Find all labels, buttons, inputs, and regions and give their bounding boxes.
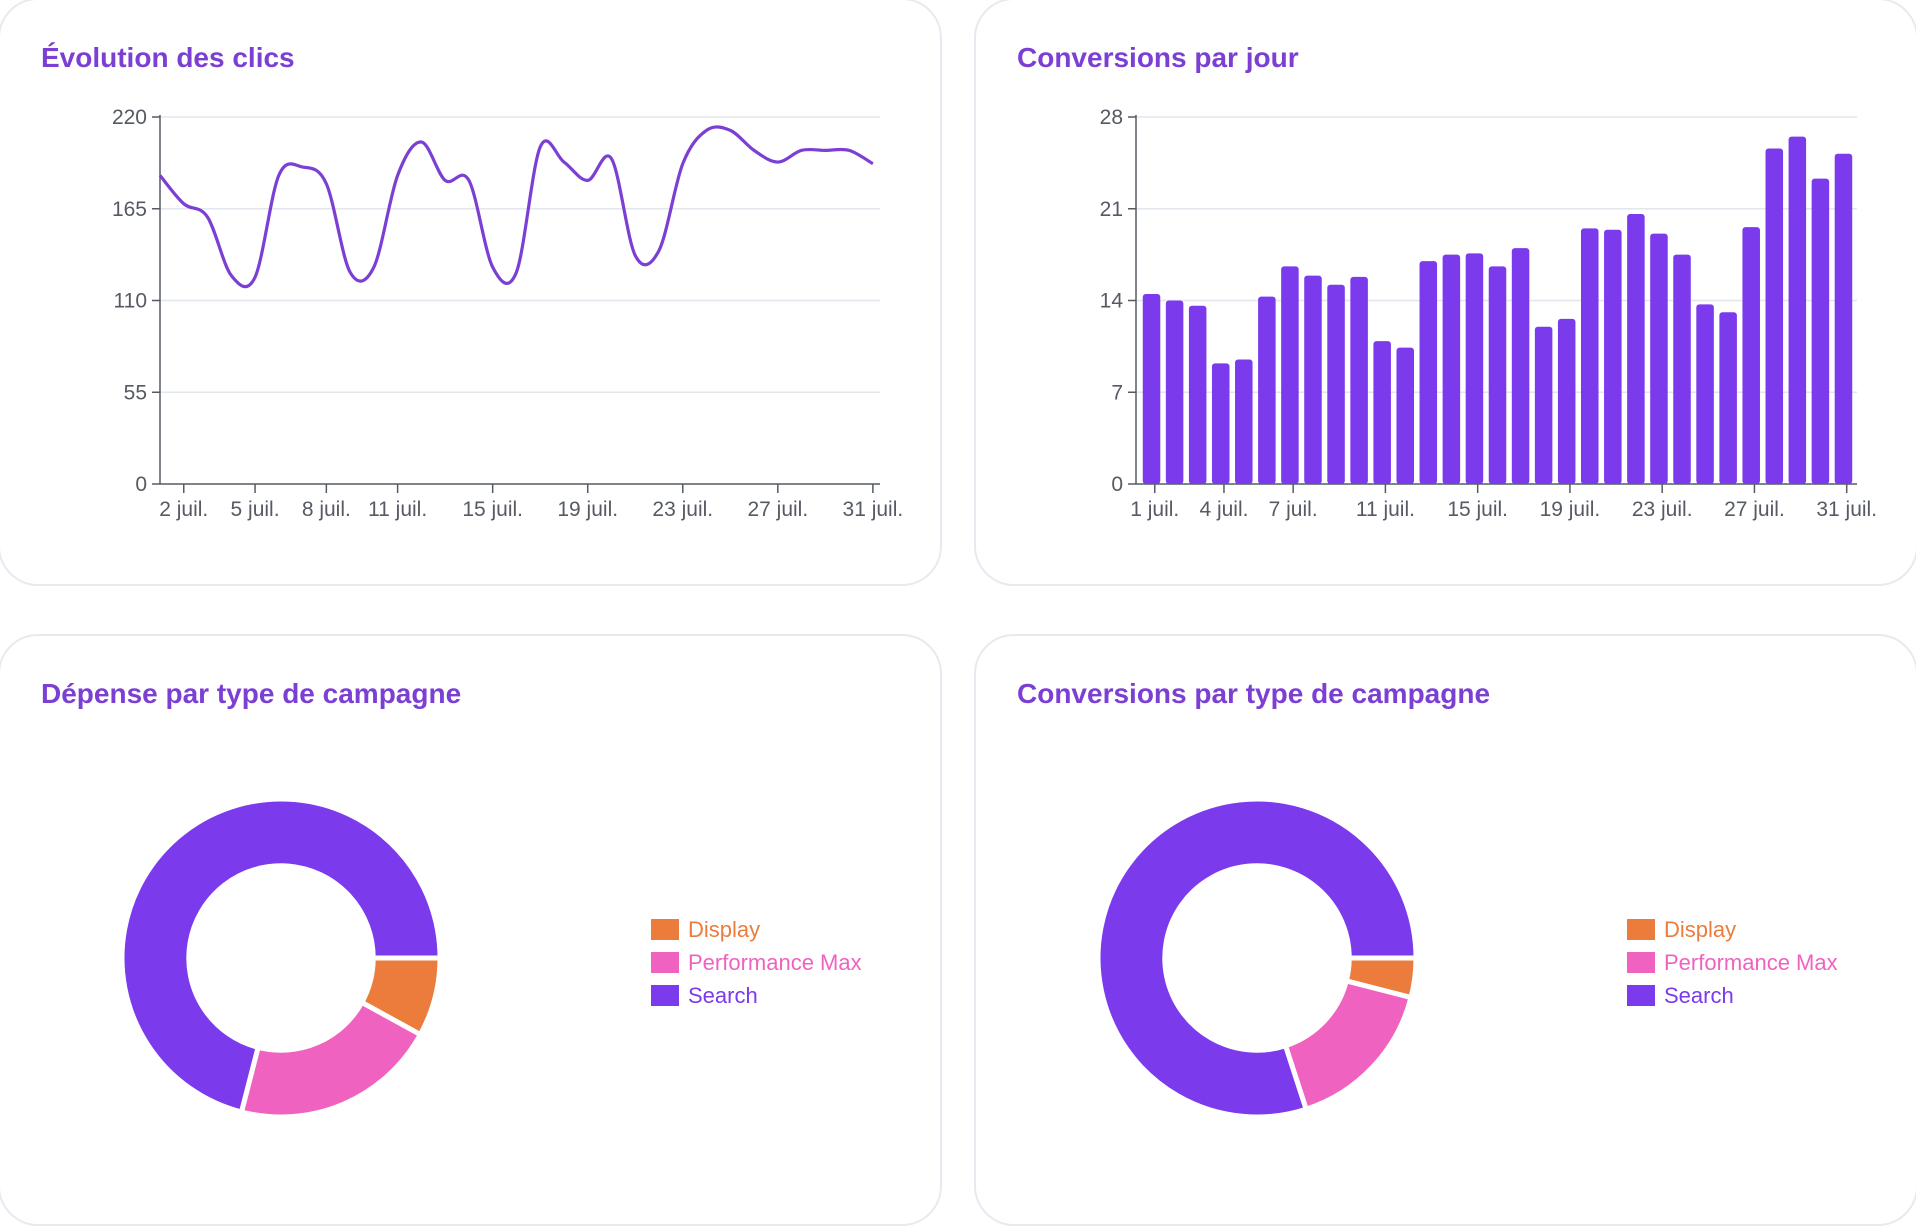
clicks-x-tick-label: 27 juil.: [747, 498, 808, 521]
conversions-type-legend: Display Performance Max Search: [1627, 913, 1838, 1012]
clicks-x-tick-label: 31 juil.: [843, 498, 904, 521]
conv-day-bar: [1489, 266, 1507, 484]
conv-type-legend-swatch: [1627, 919, 1655, 940]
conv-day-x-tick-label: 7 juil.: [1269, 498, 1318, 521]
clicks-x-tick-label: 11 juil.: [368, 498, 427, 521]
spend-type-legend-label: Search: [688, 983, 758, 1009]
spend-type-legend: Display Performance Max Search: [651, 913, 862, 1012]
conv-day-bar: [1166, 301, 1184, 485]
conv-day-x-tick-label: 31 juil.: [1816, 498, 1877, 521]
conv-day-bar: [1604, 230, 1622, 484]
spend-type-legend-swatch: [651, 919, 679, 940]
conv-day-bar: [1466, 253, 1484, 484]
spend-type-legend-item[interactable]: Performance Max: [651, 946, 862, 979]
conv-type-legend-label: Performance Max: [1664, 950, 1838, 976]
conv-day-bar: [1396, 348, 1414, 484]
conv-type-legend-swatch: [1627, 952, 1655, 973]
conv-day-bar: [1189, 306, 1207, 484]
conv-day-bar: [1373, 341, 1391, 484]
conv-day-bar: [1327, 285, 1345, 484]
conv-day-y-tick-label: 7: [1111, 381, 1123, 404]
clicks-x-tick-label: 5 juil.: [231, 498, 280, 521]
clicks-y-tick-label: 110: [114, 290, 147, 313]
conv-day-bar: [1650, 234, 1668, 484]
conv-day-x-tick-label: 11 juil.: [1356, 498, 1415, 521]
spend-type-legend-item[interactable]: Search: [651, 979, 862, 1012]
conv-day-bar: [1235, 359, 1253, 484]
conv-day-bar: [1512, 248, 1530, 484]
conv-day-bar: [1258, 297, 1276, 484]
spend-type-legend-label: Performance Max: [688, 950, 862, 976]
conv-day-x-tick-label: 27 juil.: [1724, 498, 1785, 521]
conv-day-bar: [1443, 255, 1461, 484]
clicks-x-tick-label: 23 juil.: [652, 498, 713, 521]
conv-day-x-tick-label: 4 juil.: [1199, 498, 1248, 521]
conv-day-bar: [1627, 214, 1645, 484]
conv-day-bar: [1673, 255, 1691, 484]
conv-day-bar: [1420, 261, 1438, 484]
clicks-x-tick-label: 15 juil.: [462, 498, 523, 521]
conv-day-bar: [1304, 276, 1322, 484]
spend-type-legend-item[interactable]: Display: [651, 913, 862, 946]
conv-day-bar: [1766, 148, 1784, 484]
conv-day-bar: [1835, 154, 1853, 484]
conv-day-y-tick-label: 21: [1100, 198, 1123, 221]
conv-type-legend-item[interactable]: Display: [1627, 913, 1838, 946]
conv-type-legend-label: Search: [1664, 983, 1734, 1009]
conv-day-x-tick-label: 19 juil.: [1540, 498, 1601, 521]
conv-day-y-tick-label: 28: [1100, 106, 1123, 129]
conv-day-bar: [1535, 327, 1553, 484]
conv-day-y-tick-label: 14: [1100, 290, 1124, 313]
spend-type-legend-swatch: [651, 985, 679, 1006]
conv-day-bar: [1581, 228, 1599, 484]
conv-day-bar: [1212, 363, 1230, 484]
conv-day-bar: [1742, 227, 1760, 484]
conv-day-bar: [1812, 179, 1830, 484]
clicks-x-tick-label: 2 juil.: [159, 498, 208, 521]
conv-day-bar: [1696, 304, 1714, 484]
conv-day-bar: [1558, 319, 1576, 484]
clicks-x-tick-label: 19 juil.: [557, 498, 618, 521]
conv-type-legend-item[interactable]: Performance Max: [1627, 946, 1838, 979]
conv-day-bar: [1281, 266, 1299, 484]
clicks-series-line: [160, 127, 873, 287]
conv-day-bar: [1350, 277, 1368, 484]
conv-day-x-tick-label: 1 juil.: [1130, 498, 1179, 521]
spend-type-slice-performance-max: [241, 1002, 420, 1117]
conv-type-slice-performance-max: [1285, 981, 1411, 1109]
conv-type-legend-swatch: [1627, 985, 1655, 1006]
conv-day-x-tick-label: 15 juil.: [1447, 498, 1508, 521]
conv-day-y-tick-label: 0: [1111, 473, 1123, 496]
conv-type-legend-item[interactable]: Search: [1627, 979, 1838, 1012]
conv-day-bar: [1143, 294, 1161, 484]
conv-day-bar: [1789, 137, 1807, 484]
conv-type-legend-label: Display: [1664, 917, 1736, 943]
conv-day-x-tick-label: 23 juil.: [1632, 498, 1693, 521]
clicks-y-tick-label: 220: [112, 106, 147, 129]
clicks-y-tick-label: 0: [135, 473, 147, 496]
clicks-x-tick-label: 8 juil.: [302, 498, 351, 521]
spend-type-legend-label: Display: [688, 917, 760, 943]
conv-day-bar: [1719, 312, 1737, 484]
spend-type-legend-swatch: [651, 952, 679, 973]
clicks-y-tick-label: 55: [124, 381, 147, 404]
clicks-y-tick-label: 165: [112, 198, 147, 221]
